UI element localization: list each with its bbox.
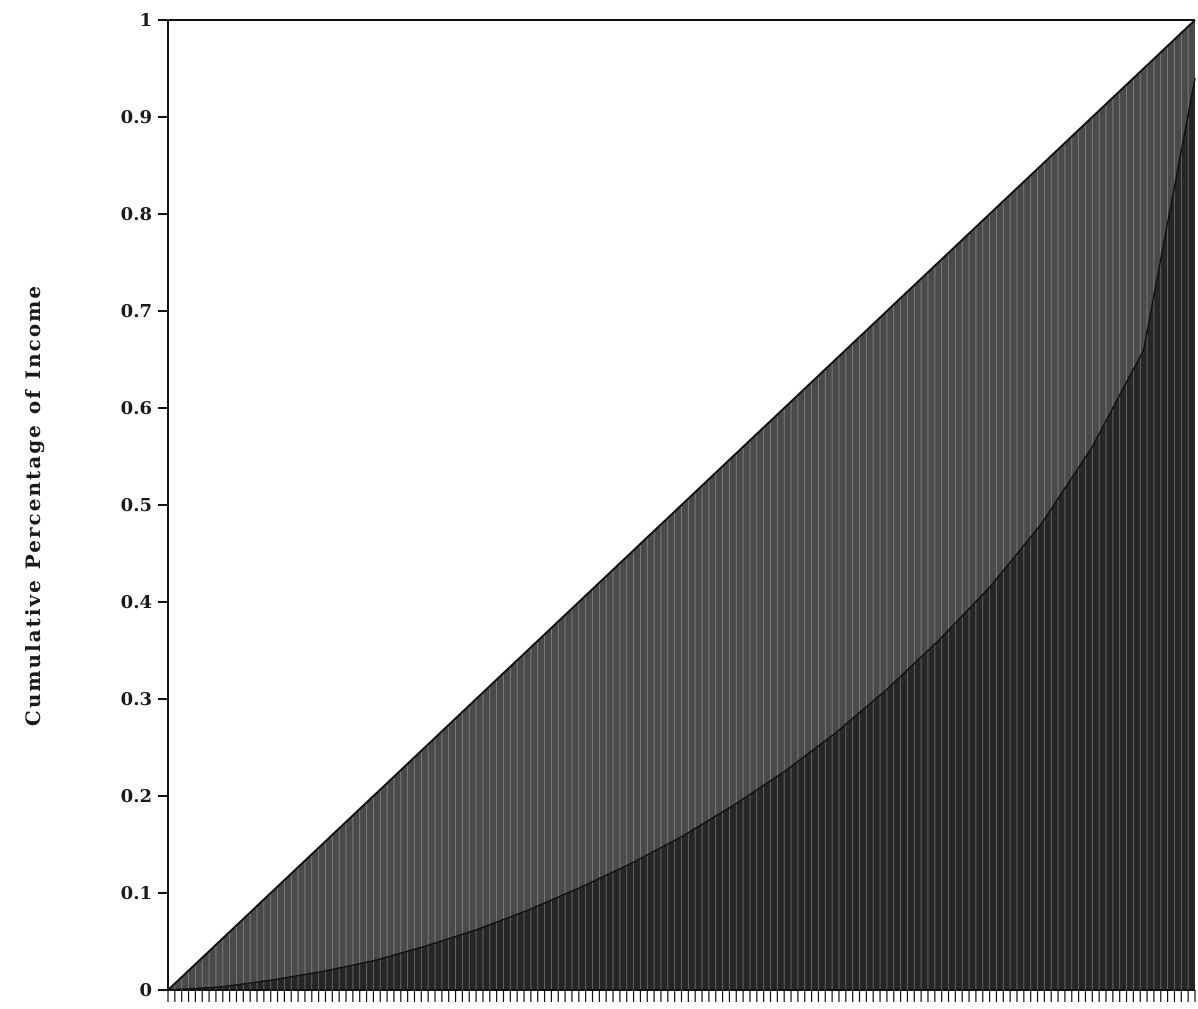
y-tick-label: 0.9 (121, 107, 152, 128)
y-tick-label: 0.4 (121, 592, 152, 613)
chart-bars-group (174, 26, 1189, 990)
lorenz-curve-line (167, 78, 1196, 991)
y-tick-label: 0 (139, 980, 152, 1001)
chart-axes-group (167, 19, 1196, 1002)
y-tick-label: 0.8 (121, 204, 152, 225)
y-tick-label: 1 (139, 10, 152, 31)
y-tick-label: 0.6 (121, 398, 152, 419)
y-axis-label: Cumulative Percentage of Income (21, 284, 45, 726)
y-tick-label: 0.5 (121, 495, 152, 516)
y-tick-label: 0.7 (121, 301, 152, 322)
y-tick-label: 0.2 (121, 786, 152, 807)
equality-line (167, 19, 1196, 991)
y-tick-label: 0.1 (121, 883, 152, 904)
y-tick-label: 0.3 (121, 689, 152, 710)
chart-yticks-group: 0 0.1 0.2 0.3 0.4 0.5 0.6 0.7 0.8 0.9 1 (121, 10, 168, 1001)
lorenz-area (168, 78, 1195, 990)
